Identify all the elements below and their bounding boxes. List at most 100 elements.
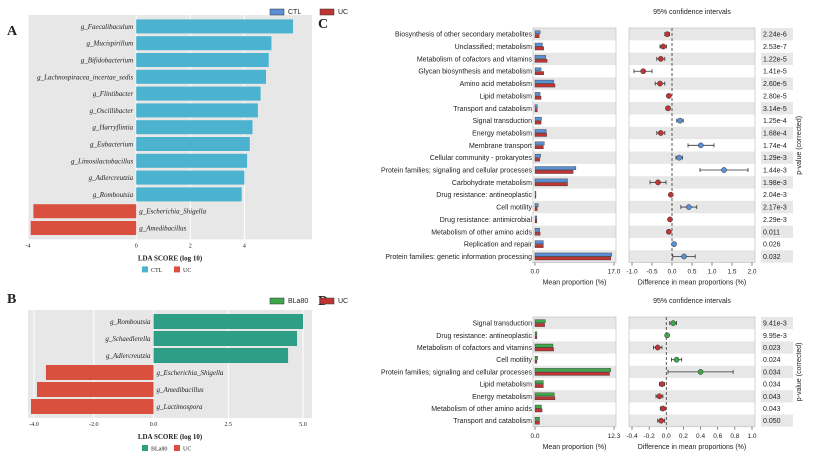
eeb-c-bar-ctl [534, 228, 540, 232]
lda-B-bar-label: g_Amedibacillus [157, 386, 204, 394]
eeb-c-row-band [533, 151, 616, 164]
lda-A-bar-label: g_Flintibacter [93, 90, 134, 98]
eeb-d-bar-uc [534, 323, 545, 327]
eeb-c-bar-uc [534, 207, 538, 211]
eeb-c-row-label: Cellular community - prokaryotes [430, 155, 533, 162]
lda-A-bar [136, 53, 269, 67]
eeb-c-legend-label: CTL [288, 9, 301, 16]
eeb-d-diff-tick-label: 0.2 [679, 433, 688, 440]
eeb-c-diff-point [676, 154, 683, 161]
eeb-c-diff-tick-label: -1.0 [626, 269, 638, 276]
eeb-d-bar-uc [534, 420, 540, 425]
eeb-c-bar-ctl [534, 166, 577, 170]
eeb-d-diff-tick-label: 0.0 [662, 433, 671, 440]
eeb-c-diff-tick-label: 1.5 [727, 269, 736, 276]
eeb-c-pvalue: 2.80e-5 [763, 93, 787, 100]
lda-B-tick-label: 5.0 [299, 422, 307, 428]
eeb-d-row-band [629, 414, 755, 427]
eeb-c-pvalue: 1.22e-5 [763, 56, 787, 63]
eeb-c-pvalue: 2.04e-3 [763, 192, 787, 199]
lda-B-bar-label: g_Adlercreutzia [106, 352, 151, 360]
eeb-d-row-band [533, 414, 616, 427]
lda-B-xlabel: LDA SCORE (log 10) [138, 433, 203, 441]
eeb-c-bar-uc [534, 170, 574, 174]
lda-A-legend-label: UC [183, 268, 191, 274]
eeb-d-diff-frame [628, 316, 756, 428]
eeb-c-row-band [761, 176, 793, 189]
eeb-c-row-band [533, 250, 616, 263]
eeb-c-pvalue: 1.44e-3 [763, 168, 787, 175]
eeb-c-bar-uc [534, 120, 542, 125]
eeb-c-bar-ctl [534, 79, 554, 84]
eeb-c-row-band [533, 126, 616, 140]
eeb-d-prop-frame [532, 316, 617, 428]
eeb-d-diff-point [658, 417, 664, 424]
eeb-d-legend-swatch [269, 297, 285, 305]
lda-B-legend-swatch [142, 445, 148, 451]
lda-A-bar [136, 120, 253, 135]
lda-B-bar-label: g_Romboutsia [110, 318, 151, 326]
eeb-c-pvalue: 0.032 [763, 254, 781, 261]
eeb-d-pvalue-axis-label: p-value (corrected) [796, 343, 803, 402]
eeb-d-pvalue: 0.034 [763, 369, 781, 376]
eeb-c-bar-ctl [534, 55, 546, 59]
eeb-c-diff-point [667, 216, 673, 223]
eeb-c-row-band [629, 28, 755, 41]
eeb-d-legend-label: UC [338, 298, 348, 305]
eeb-d-row-label: Metabolism of other amino acids [431, 406, 532, 413]
eeb-c-diff-point [697, 142, 704, 149]
eeb-c-pvalue: 2.29e-3 [763, 217, 787, 224]
eeb-d-diff-tick-label: 0.8 [730, 433, 739, 440]
eeb-c-row-label: Protein families: genetic information pr… [385, 254, 532, 261]
lda-A-bar [136, 187, 242, 202]
lda-B-tick-label: -2.0 [89, 422, 99, 428]
eeb-d-pvalue: 9.95e-3 [763, 333, 787, 340]
eeb-d-bar-uc [534, 359, 538, 364]
eeb-d-bar-uc [534, 396, 556, 401]
eeb-c-row-label: Drug resistance: antimicrobial [440, 217, 533, 224]
eeb-c-diff-tick-label: -0.5 [646, 269, 658, 276]
eeb-c-diff-point [657, 80, 663, 87]
eeb-d-diff-point [664, 332, 670, 339]
eeb-c-pvalue: 0.026 [763, 242, 781, 249]
lda-A-bar-label: g_Lachnospiracea_incertae_sedis [37, 73, 133, 81]
lda-A-bar [136, 19, 294, 34]
eeb-c-prop-frame [532, 27, 617, 263]
eeb-c-diff-point [664, 31, 671, 38]
eeb-d-ci-title: 95% confidence intervals [653, 298, 731, 305]
lda-B-bar [153, 348, 289, 363]
eeb-c-diff-point [665, 105, 671, 112]
lda-A-tick-label: -4 [26, 243, 31, 249]
lda-A-legend-swatch [142, 266, 148, 273]
eeb-c-diff-point [665, 228, 672, 235]
eeb-c-row-band [533, 225, 616, 238]
lda-A-legend-label: CTL [151, 268, 163, 274]
eeb-d-prop-axis-label: Mean proportion (%) [543, 444, 607, 451]
eeb-c-bar-uc [534, 145, 544, 150]
eeb-c-diff-tick-label: 0.5 [687, 269, 696, 276]
eeb-c-pvalue: 2.24e-6 [763, 32, 787, 39]
eeb-d-bar-uc [534, 408, 543, 413]
eeb-c-bar-uc [534, 34, 540, 38]
eeb-c-legend-swatch [269, 8, 285, 16]
eeb-d-pvalue: 0.024 [763, 357, 781, 364]
lda-A-bar [136, 69, 267, 84]
lda-A-bar-label: g_Romboutsia [93, 191, 134, 199]
eeb-c-prop-tick-label: 17.0 [608, 269, 621, 276]
eeb-c-row-label: Metabolism of other amino acids [431, 229, 532, 236]
eeb-c-diff-tick-label: 2.0 [747, 269, 756, 276]
lda-B-bar-label: g_Escherichia_Shigella [157, 369, 224, 377]
eeb-d-bar-bla80 [534, 417, 540, 421]
eeb-d-row-band [533, 341, 616, 354]
eeb-d-row-band [533, 317, 616, 330]
eeb-d-row-band [533, 390, 616, 403]
lda-A-bar-label: g_Faecalibaculum [81, 23, 134, 31]
eeb-c-prop-axis-label: Mean proportion (%) [543, 280, 607, 287]
eeb-c-pvalue: 2.53e-7 [763, 44, 787, 51]
eeb-c-pvalue: 3.14e-5 [763, 106, 787, 113]
eeb-c-row-band [761, 151, 793, 164]
lda-B-bar-label: g_Lactimospora [157, 403, 203, 411]
eeb-d-row-label: Metabolism of cofactors and vitamins [417, 345, 533, 352]
eeb-d-diff-tick-label: 0.4 [696, 433, 705, 440]
eeb-d-bar-bla80 [534, 331, 538, 336]
